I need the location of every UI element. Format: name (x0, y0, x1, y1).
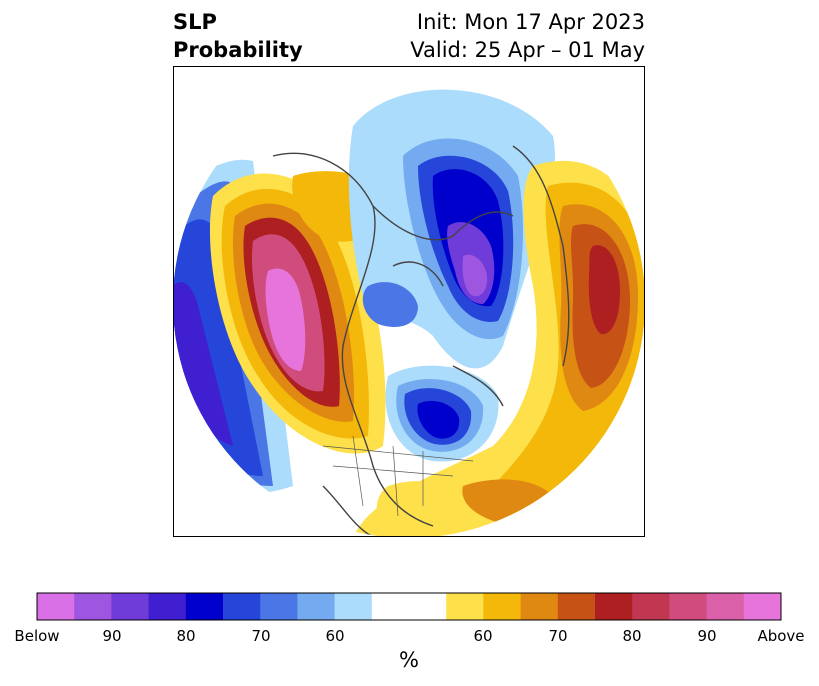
chart-title-right: Init: Mon 17 Apr 2023 Valid: 25 Apr – 01… (410, 8, 645, 64)
colorbar-cell (483, 593, 522, 620)
colorbar-cell (334, 593, 373, 620)
init-date: Init: Mon 17 Apr 2023 (416, 10, 645, 34)
colorbar-cell (669, 593, 708, 620)
colorbar-cell (223, 593, 261, 620)
colorbar-cell (37, 593, 75, 620)
colorbar (36, 592, 782, 621)
chart-title-left: SLP Probability (173, 8, 303, 64)
colorbar-cell (74, 593, 112, 620)
colorbar-cell (632, 593, 670, 620)
colorbar-tick-label: 90 (102, 627, 122, 645)
valid-range: Valid: 25 Apr – 01 May (410, 38, 645, 62)
coastlines (272, 145, 570, 537)
title-slp: SLP (173, 10, 217, 34)
colorbar-cell (148, 593, 187, 620)
colorbar-cell (446, 593, 484, 620)
colorbar-cell (595, 593, 633, 620)
colorbar-tick-label: 60 (325, 627, 345, 645)
polar-map (173, 66, 645, 537)
title-probability: Probability (173, 38, 303, 62)
colorbar-cell (185, 593, 224, 620)
colorbar-unit: % (399, 648, 419, 672)
colorbar-cell (297, 593, 336, 620)
probability-field (173, 66, 645, 537)
colorbar-cell (743, 593, 782, 620)
colorbar-cell (409, 593, 447, 620)
colorbar-tick-label: 60 (473, 627, 493, 645)
colorbar-cell (520, 593, 559, 620)
borders (322, 435, 474, 517)
colorbar-tick-label: Above (757, 627, 805, 645)
colorbar-tick-label: 80 (622, 627, 642, 645)
colorbar-cell (371, 593, 410, 620)
colorbar-cell (260, 593, 298, 620)
colorbar-tick-label: 80 (176, 627, 196, 645)
colorbar-tick-label: 70 (251, 627, 271, 645)
colorbar-tick-label: Below (14, 627, 60, 645)
colorbar-cell (111, 593, 150, 620)
colorbar-cell (557, 593, 596, 620)
colorbar-cell (706, 593, 745, 620)
colorbar-tick-label: 90 (697, 627, 717, 645)
colorbar-tick-label: 70 (548, 627, 568, 645)
